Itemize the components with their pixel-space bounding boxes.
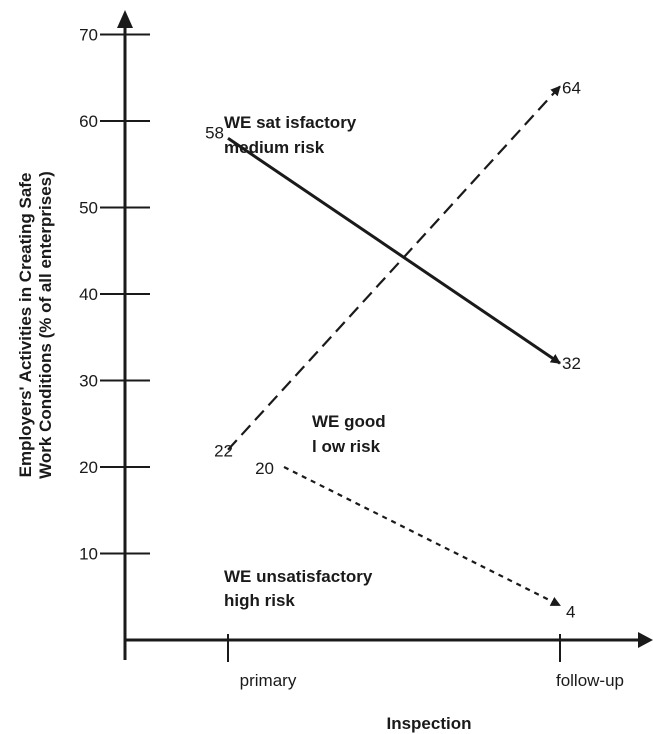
- data-label: 22: [214, 442, 233, 461]
- annotation-low-risk-line1: WE good: [312, 412, 386, 431]
- y-axis-arrow-icon: [117, 10, 133, 28]
- series-lines: [227, 85, 561, 607]
- series-line-dashed: [227, 85, 561, 451]
- y-tick-label: 30: [79, 372, 98, 391]
- y-axis-title-line1: Employers' Activities in Creating Safe: [16, 173, 35, 478]
- annotation-high-risk-line2: high risk: [224, 591, 295, 610]
- x-tick-label: primary: [240, 671, 297, 690]
- y-axis-title-line2: Work Conditions (% of all enterprises): [36, 171, 55, 479]
- series-line-dotted: [283, 466, 561, 607]
- data-label: 20: [255, 459, 274, 478]
- annotation-low-risk-line2: l ow risk: [312, 437, 381, 456]
- y-tick-label: 40: [79, 285, 98, 304]
- annotation-medium-risk-line1: WE sat isfactory: [224, 113, 357, 132]
- annotation-medium-risk-line2: medium risk: [224, 138, 325, 157]
- data-label: 4: [566, 602, 575, 621]
- data-label: 32: [562, 354, 581, 373]
- y-tick-label: 10: [79, 545, 98, 564]
- y-ticks: 10 20 30 40 50 60 70: [79, 26, 150, 564]
- data-label: 64: [562, 78, 581, 97]
- x-tick-label: follow-up: [556, 671, 624, 690]
- axes: [117, 10, 653, 660]
- x-axis-title: Inspection: [386, 714, 471, 733]
- y-tick-label: 20: [79, 458, 98, 477]
- y-tick-label: 60: [79, 112, 98, 131]
- series-line-solid: [227, 137, 561, 365]
- y-tick-label: 50: [79, 199, 98, 218]
- point-labels: 58 32 22 64 20 4: [205, 78, 581, 621]
- x-ticks: primary follow-up: [227, 634, 624, 690]
- y-tick-label: 70: [79, 26, 98, 45]
- annotation-high-risk-line1: WE unsatisfactory: [224, 567, 373, 586]
- data-label: 58: [205, 123, 224, 142]
- x-axis-arrow-icon: [638, 632, 653, 648]
